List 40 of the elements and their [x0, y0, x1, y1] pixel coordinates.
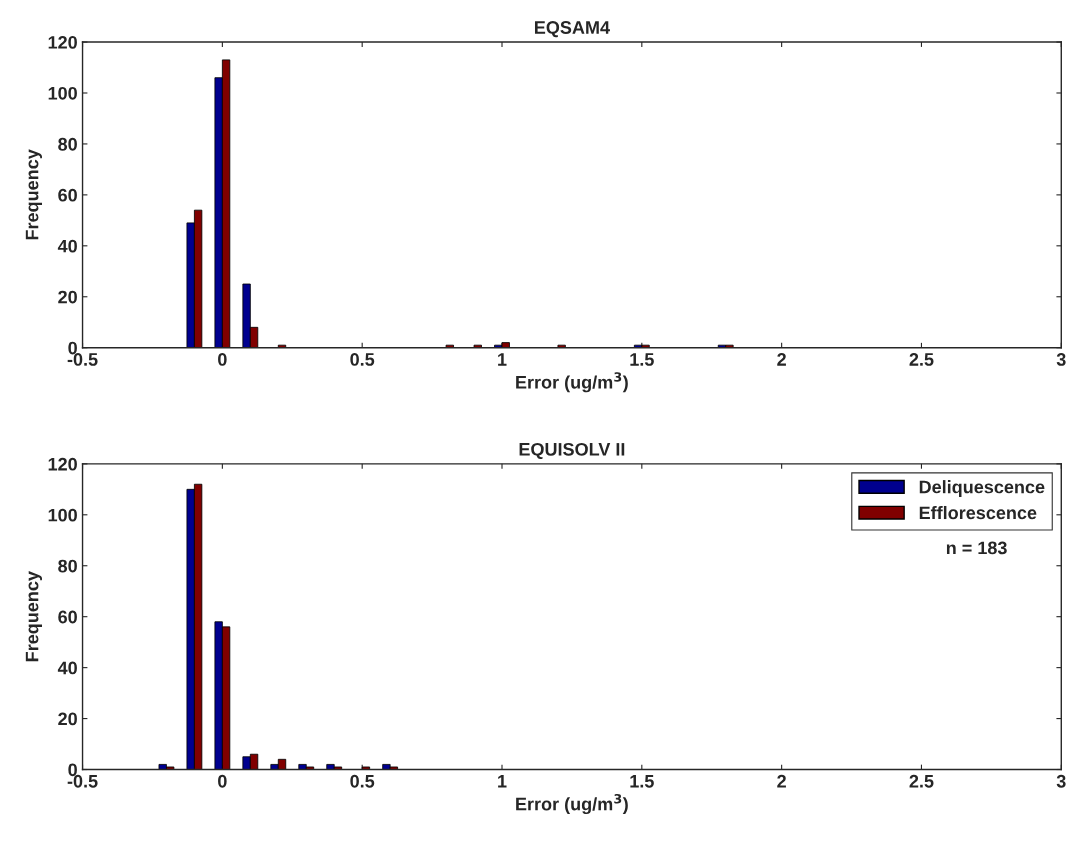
x-tick-label: 2 — [777, 774, 786, 788]
x-tick-label: -0.5 — [67, 774, 98, 788]
y-axis-title: Frequency — [25, 149, 43, 240]
x-tick-label: 0.5 — [350, 774, 375, 788]
x-tick-label: 3 — [1056, 774, 1066, 788]
y-tick-label: 120 — [48, 457, 77, 471]
y-tick-label: 20 — [58, 290, 77, 304]
y-tick-label: 20 — [58, 712, 77, 726]
x-tick-label: -0.5 — [67, 353, 98, 366]
y-tick-label: 100 — [48, 86, 77, 100]
legend-label: Deliquescence — [919, 480, 1045, 497]
y-tick-label: 100 — [48, 508, 77, 522]
y-tick-label: 40 — [57, 239, 77, 253]
y-tick-label: 60 — [58, 610, 77, 624]
chart-title: EQUISOLV II — [519, 442, 625, 460]
x-tick-label: 1.5 — [630, 353, 654, 366]
y-tick-label: 0 — [68, 763, 77, 777]
x-tick-label: 1.5 — [630, 775, 654, 788]
x-tick-label: 2 — [777, 353, 786, 366]
y-axis-title: Frequency — [25, 571, 43, 662]
bar — [361, 766, 371, 770]
annotation: n = 183 — [946, 541, 1007, 555]
y-tick-label: 120 — [48, 35, 77, 49]
legend-label: Efflorescence — [919, 505, 1037, 520]
x-tick-label: 0 — [218, 774, 227, 788]
y-tick-label: 60 — [58, 188, 77, 202]
y-tick-label: 40 — [57, 661, 77, 675]
x-tick-label: 1 — [498, 775, 507, 788]
y-tick-label: 0 — [68, 341, 77, 355]
x-axis-title: Error (ug/m$^{3}$) — [516, 793, 628, 815]
x-axis-title: Error (ug/m$^{3}$) — [516, 372, 628, 393]
x-tick-label: 0 — [218, 353, 227, 366]
y-tick-label: 80 — [58, 137, 77, 151]
x-tick-label: 1 — [498, 353, 507, 366]
y-tick-label: 80 — [58, 559, 77, 573]
chart-title: EQSAM4 — [534, 21, 610, 38]
x-tick-label: 3 — [1056, 353, 1066, 366]
x-tick-label: 2.5 — [909, 774, 934, 788]
x-tick-label: 2.5 — [909, 353, 934, 366]
x-tick-label: 0.5 — [350, 353, 375, 366]
